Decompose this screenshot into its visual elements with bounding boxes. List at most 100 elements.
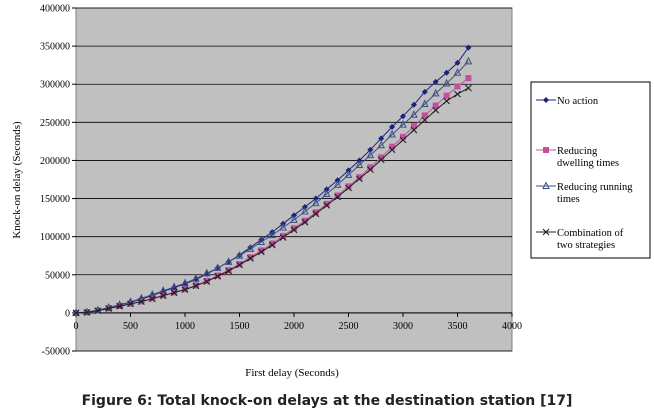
data-point — [345, 183, 352, 190]
x-tick-label: 3500 — [448, 321, 468, 332]
data-point — [432, 106, 440, 114]
data-point — [257, 237, 266, 246]
data-point — [72, 309, 80, 317]
data-point — [224, 257, 233, 265]
data-point — [465, 75, 472, 82]
data-point — [345, 184, 352, 192]
data-point-stroke — [83, 308, 91, 316]
data-point-stroke — [214, 272, 222, 280]
data-point — [443, 92, 450, 99]
data-point-stroke — [301, 218, 309, 226]
data-point — [367, 164, 374, 171]
data-point-stroke — [159, 292, 167, 300]
data-point — [148, 295, 156, 303]
data-point-stroke — [345, 184, 352, 192]
series-markers-3 — [72, 56, 473, 316]
data-point-stroke — [399, 136, 407, 144]
data-point — [246, 244, 255, 252]
data-point — [268, 241, 276, 249]
data-point-stroke — [290, 226, 298, 234]
data-point — [279, 222, 287, 231]
legend-marker-3 — [542, 181, 550, 189]
data-point — [192, 273, 200, 282]
data-point — [127, 300, 134, 308]
data-point — [280, 232, 287, 239]
x-tick-label: 4000 — [502, 321, 522, 332]
data-point — [225, 267, 232, 275]
data-point — [323, 202, 331, 209]
data-point-stroke — [247, 255, 254, 262]
data-point-stroke — [268, 241, 276, 249]
data-point — [333, 180, 342, 188]
data-point — [257, 248, 265, 256]
data-point — [94, 307, 102, 315]
data-point — [454, 90, 461, 98]
data-point-stroke — [105, 305, 113, 312]
data-point — [400, 133, 406, 140]
y-tick-label: 300000 — [40, 80, 70, 91]
data-point-stroke — [170, 289, 178, 297]
legend-label-2: Reducing — [557, 146, 598, 157]
data-point-stroke — [366, 166, 374, 173]
data-point — [356, 175, 363, 183]
data-point-stroke — [236, 261, 243, 269]
data-point — [148, 289, 157, 298]
data-point — [291, 225, 297, 232]
data-point — [377, 140, 386, 149]
legend-marker-4 — [542, 228, 550, 236]
data-point — [366, 150, 375, 159]
plot-area — [75, 7, 513, 352]
data-point-stroke — [312, 210, 320, 218]
data-point — [181, 278, 189, 287]
legend-label-3: Reducing running — [557, 182, 633, 193]
data-point — [355, 160, 364, 169]
data-point — [311, 198, 320, 207]
data-point — [236, 261, 243, 269]
data-point — [431, 88, 440, 97]
x-tick-label: 2000 — [284, 321, 304, 332]
data-point — [334, 193, 341, 201]
data-point — [203, 278, 211, 286]
data-point — [389, 143, 396, 150]
data-point-stroke — [192, 282, 200, 290]
data-point — [159, 292, 167, 300]
data-point — [344, 170, 353, 178]
data-point — [323, 200, 330, 207]
data-point — [464, 56, 473, 65]
data-point-stroke — [432, 106, 440, 114]
data-point — [453, 68, 462, 76]
data-point-stroke — [257, 248, 265, 256]
data-point — [258, 247, 265, 254]
data-point — [159, 286, 168, 294]
data-point — [454, 59, 461, 66]
data-point — [465, 44, 472, 51]
data-point — [399, 120, 407, 128]
data-point-stroke — [116, 302, 123, 310]
data-point — [105, 305, 113, 312]
data-point-stroke — [181, 286, 189, 294]
y-tick-label: 200000 — [40, 156, 70, 167]
data-point-stroke — [148, 295, 156, 303]
data-point — [334, 192, 341, 199]
data-point — [247, 255, 254, 262]
data-point — [290, 226, 298, 234]
x-tick-label: 2500 — [339, 321, 359, 332]
data-point — [389, 123, 396, 130]
data-point — [301, 218, 309, 226]
data-point — [247, 254, 254, 261]
data-point — [410, 126, 418, 134]
data-point — [192, 282, 200, 290]
data-point — [465, 84, 472, 92]
legend-marker-1 — [543, 97, 549, 103]
legend-label-4: Combination of — [557, 228, 624, 239]
data-point — [138, 298, 145, 305]
data-point — [301, 206, 309, 215]
data-point — [269, 240, 276, 247]
figure-caption: Figure 6: Total knock-on delays at the d… — [81, 393, 573, 409]
data-point — [202, 268, 211, 277]
data-point — [356, 174, 363, 181]
data-point — [378, 135, 385, 142]
y-tick-label: 50000 — [45, 270, 70, 281]
legend-label-1: No action — [557, 96, 599, 107]
